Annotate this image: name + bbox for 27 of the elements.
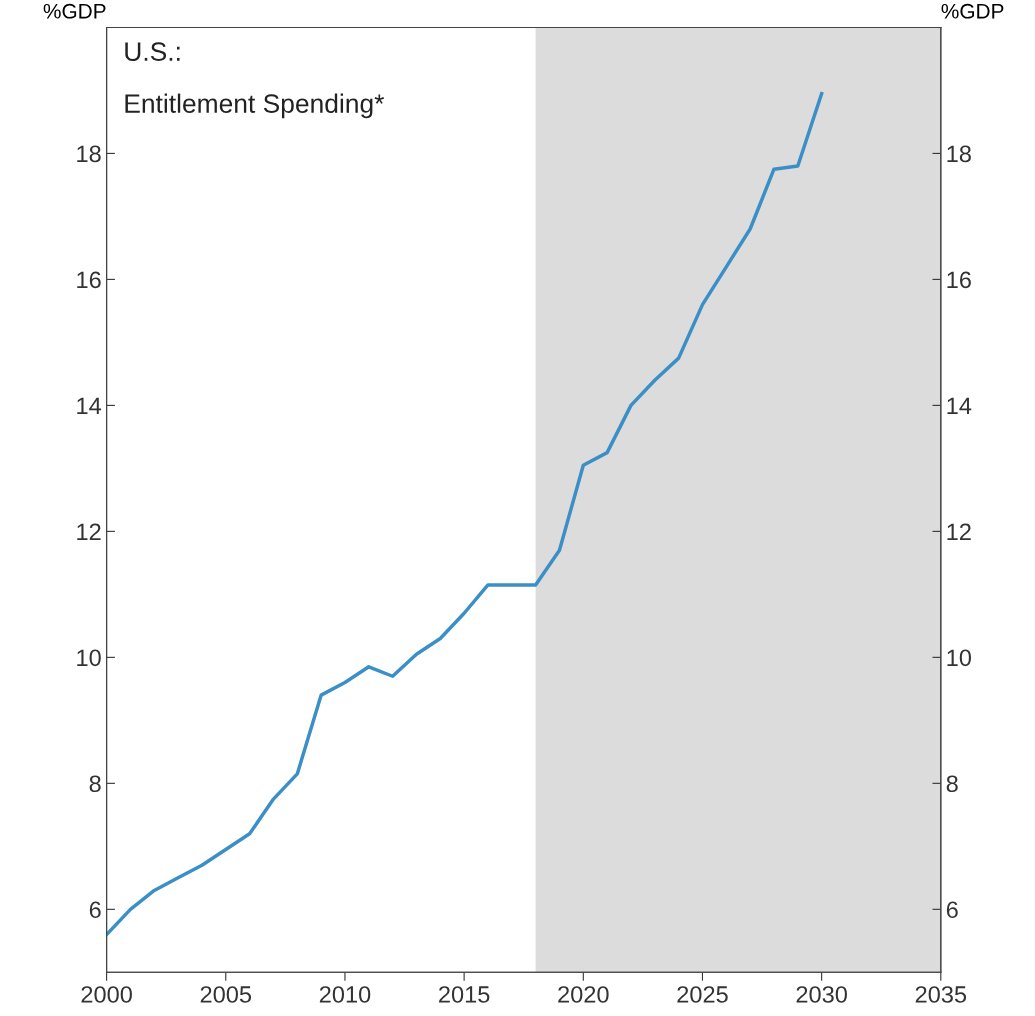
y2-axis-title: %GDP <box>941 3 1004 19</box>
y-tick-label: 18 <box>77 145 101 163</box>
y-axis-title: %GDP <box>43 3 106 19</box>
y2-tick-label: 14 <box>947 397 972 414</box>
y2-tick-label: 12 <box>947 523 971 540</box>
chart-title: U.S.: <box>125 42 180 61</box>
y2-tick-label: 18 <box>947 145 971 163</box>
text: Entitlement Spending* <box>125 93 385 119</box>
y2-tick-label: 6 <box>946 901 958 919</box>
x-tick-label: 2030 <box>796 986 847 1003</box>
x-tick-label: 2005 <box>200 986 252 1003</box>
line-series <box>106 91 824 937</box>
y-tick-label: 16 <box>77 271 101 289</box>
x-tick-label: 2025 <box>677 986 728 1003</box>
x-tick-label: 2000 <box>81 986 132 1003</box>
y2-tick-label: 10 <box>947 649 972 667</box>
x-tick-label: 2015 <box>439 986 490 1003</box>
y-tick-label: 14 <box>77 397 102 414</box>
x-tick-label: 2010 <box>319 986 371 1003</box>
y-tick-label: 10 <box>77 649 101 667</box>
y2-tick-label: 8 <box>946 775 958 793</box>
y-tick-label: 8 <box>89 775 101 793</box>
y-tick-label: 12 <box>77 523 101 540</box>
x-tick-label: 2035 <box>915 986 967 1003</box>
x-tick-label: 2020 <box>558 986 609 1003</box>
y2-tick-label: 16 <box>947 271 971 289</box>
y-tick-label: 6 <box>89 901 101 919</box>
